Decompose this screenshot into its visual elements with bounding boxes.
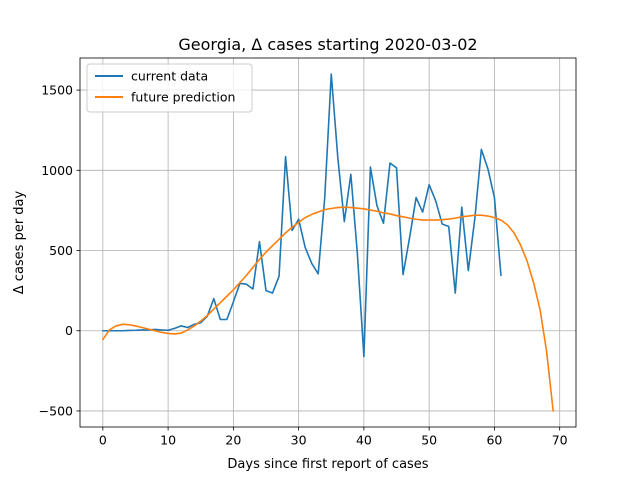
x-axis-label: Days since first report of cases (227, 457, 428, 472)
y-tick-label: 1500 (41, 83, 73, 98)
chart-title: Georgia, Δ cases starting 2020-03-02 (178, 35, 477, 54)
x-tick-label: 20 (225, 433, 241, 448)
series-line-current-data (102, 73, 502, 358)
legend: current data future prediction (86, 63, 253, 113)
y-axis-ticks: −500 0 500 1000 1500 (39, 83, 80, 418)
series-layer (102, 73, 554, 412)
x-tick-label: 0 (99, 433, 107, 448)
y-tick-label: 500 (49, 243, 73, 258)
x-tick-label: 30 (291, 433, 307, 448)
x-tick-label: 50 (421, 433, 437, 448)
x-tick-label: 60 (486, 433, 502, 448)
x-tick-label: 40 (356, 433, 372, 448)
series-line-future-prediction (102, 206, 554, 412)
grid-lines (80, 58, 576, 427)
y-tick-label: 0 (65, 323, 73, 338)
x-tick-label: 10 (160, 433, 176, 448)
plot-frame (79, 57, 577, 428)
y-tick-label: −500 (39, 403, 73, 418)
y-axis-label: Δ cases per day (12, 190, 27, 294)
legend-label-current-data: current data (131, 69, 208, 84)
y-tick-label: 1000 (41, 163, 73, 178)
legend-box (86, 63, 253, 113)
x-tick-label: 70 (552, 433, 568, 448)
plot-area-background (80, 58, 576, 427)
x-axis-ticks: 0 10 20 30 40 50 60 70 (99, 427, 568, 448)
legend-label-future-prediction: future prediction (131, 90, 235, 105)
